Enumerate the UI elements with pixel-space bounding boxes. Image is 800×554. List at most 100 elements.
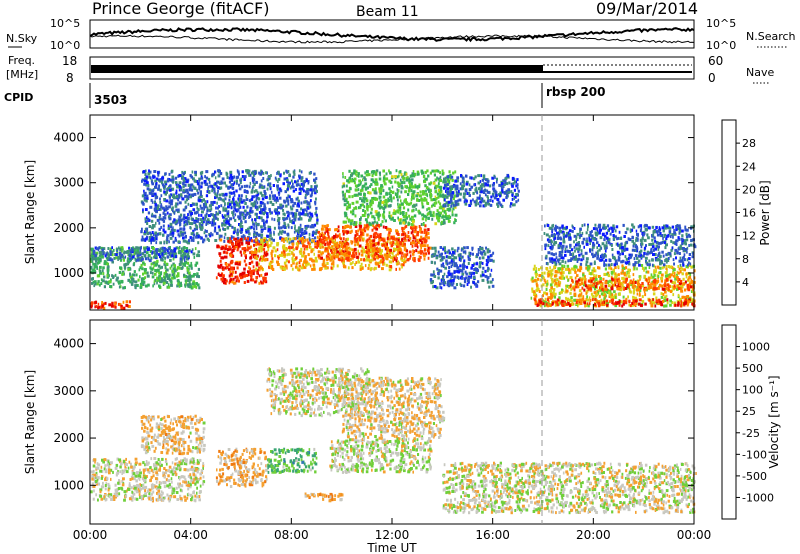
heatmap-cell xyxy=(550,286,553,290)
heatmap-cell xyxy=(184,258,186,262)
station-title: Prince George (fitACF) xyxy=(92,0,270,18)
heatmap-cell xyxy=(218,228,221,232)
heatmap-cell xyxy=(150,241,152,245)
heatmap-cell xyxy=(432,285,434,289)
heatmap-cell xyxy=(562,271,565,275)
heatmap-cell xyxy=(235,176,238,180)
heatmap-cell xyxy=(233,226,236,230)
heatmap-cell xyxy=(424,252,428,256)
heatmap-cell xyxy=(169,202,173,206)
heatmap-cell xyxy=(195,261,199,265)
heatmap-cell xyxy=(255,207,259,211)
heatmap-cell xyxy=(200,227,203,231)
heatmap-cell xyxy=(282,208,285,212)
heatmap-cell xyxy=(235,179,238,183)
heatmap-cell xyxy=(157,178,160,182)
heatmap-cell xyxy=(327,233,330,237)
heatmap-cell xyxy=(167,251,171,255)
heatmap-cell xyxy=(238,194,241,198)
heatmap-cell xyxy=(222,199,226,203)
heatmap-cell xyxy=(139,249,142,253)
heatmap-cell xyxy=(156,278,159,282)
heatmap-cell xyxy=(211,173,213,177)
heatmap-cell xyxy=(473,183,476,187)
heatmap-cell xyxy=(464,189,468,193)
heatmap-cell xyxy=(190,188,194,192)
heatmap-cell xyxy=(382,179,386,183)
heatmap-cell xyxy=(345,230,348,234)
heatmap-cell xyxy=(300,239,303,243)
heatmap-cell xyxy=(359,192,362,196)
heatmap-cell xyxy=(202,240,205,244)
heatmap-cell xyxy=(187,241,190,245)
heatmap-cell xyxy=(443,171,445,175)
heatmap-cell xyxy=(331,250,333,254)
heatmap-cell xyxy=(449,279,453,283)
heatmap-cell xyxy=(94,257,97,261)
heatmap-cell xyxy=(219,234,223,238)
heatmap-cell xyxy=(230,237,232,241)
heatmap-cell xyxy=(492,182,495,186)
heatmap-cell xyxy=(248,226,251,230)
heatmap-cell xyxy=(304,196,307,200)
heatmap-cell xyxy=(155,234,158,238)
cpid-label: CPID xyxy=(4,91,33,104)
heatmap-cell xyxy=(367,266,370,270)
heatmap-cell xyxy=(250,225,253,229)
heatmap-cell xyxy=(256,242,259,246)
heatmap-cell xyxy=(183,246,186,249)
heatmap-cell xyxy=(215,184,218,188)
heatmap-cell xyxy=(238,183,241,187)
heatmap-cell xyxy=(287,184,290,188)
heatmap-cell xyxy=(189,278,192,282)
heatmap-cell xyxy=(468,194,471,197)
heatmap-cell xyxy=(139,275,141,279)
heatmap-cell xyxy=(439,171,441,175)
heatmap-cell xyxy=(312,248,315,251)
heatmap-cell xyxy=(593,269,597,273)
heatmap-cell xyxy=(468,276,470,280)
heatmap-cell xyxy=(442,275,444,279)
heatmap-cell xyxy=(316,235,319,239)
heatmap-cell xyxy=(446,178,450,182)
heatmap-cell xyxy=(317,254,321,258)
heatmap-cell xyxy=(249,245,253,249)
heatmap-cell xyxy=(391,185,394,189)
heatmap-cell xyxy=(468,251,471,255)
heatmap-cell xyxy=(264,195,268,199)
heatmap-cell xyxy=(282,267,285,270)
heatmap-cell xyxy=(121,246,124,250)
heatmap-cell xyxy=(452,278,455,282)
heatmap-cell xyxy=(404,225,407,229)
heatmap-cell xyxy=(236,248,239,252)
heatmap-cell xyxy=(326,241,329,245)
heatmap-cell xyxy=(399,205,402,209)
heatmap-cell xyxy=(181,175,185,179)
heatmap-cell xyxy=(219,259,222,263)
heatmap-cell xyxy=(405,212,408,215)
heatmap-cell xyxy=(371,178,374,182)
heatmap-cell xyxy=(215,276,218,280)
heatmap-cell xyxy=(505,193,508,197)
heatmap-cell xyxy=(190,175,194,179)
heatmap-cell xyxy=(139,246,142,250)
heatmap-cell xyxy=(475,271,478,274)
heatmap-cell xyxy=(159,274,162,278)
heatmap-cell xyxy=(174,204,178,208)
heatmap-cell xyxy=(216,206,219,210)
heatmap-cell xyxy=(278,254,281,257)
heatmap-cell xyxy=(231,280,234,284)
heatmap-cell xyxy=(258,268,261,272)
heatmap-cell xyxy=(398,195,401,199)
heatmap-cell xyxy=(148,236,152,239)
heatmap-cell xyxy=(300,170,303,174)
heatmap-cell xyxy=(145,197,149,200)
heatmap-cell xyxy=(312,259,315,263)
heatmap-cell xyxy=(417,209,421,213)
heatmap-cell xyxy=(379,213,382,217)
heatmap-cell xyxy=(658,283,662,287)
heatmap-cell xyxy=(492,194,495,198)
heatmap-cell xyxy=(295,237,297,241)
heatmap-cell xyxy=(434,261,436,265)
heatmap-cell xyxy=(495,180,498,184)
